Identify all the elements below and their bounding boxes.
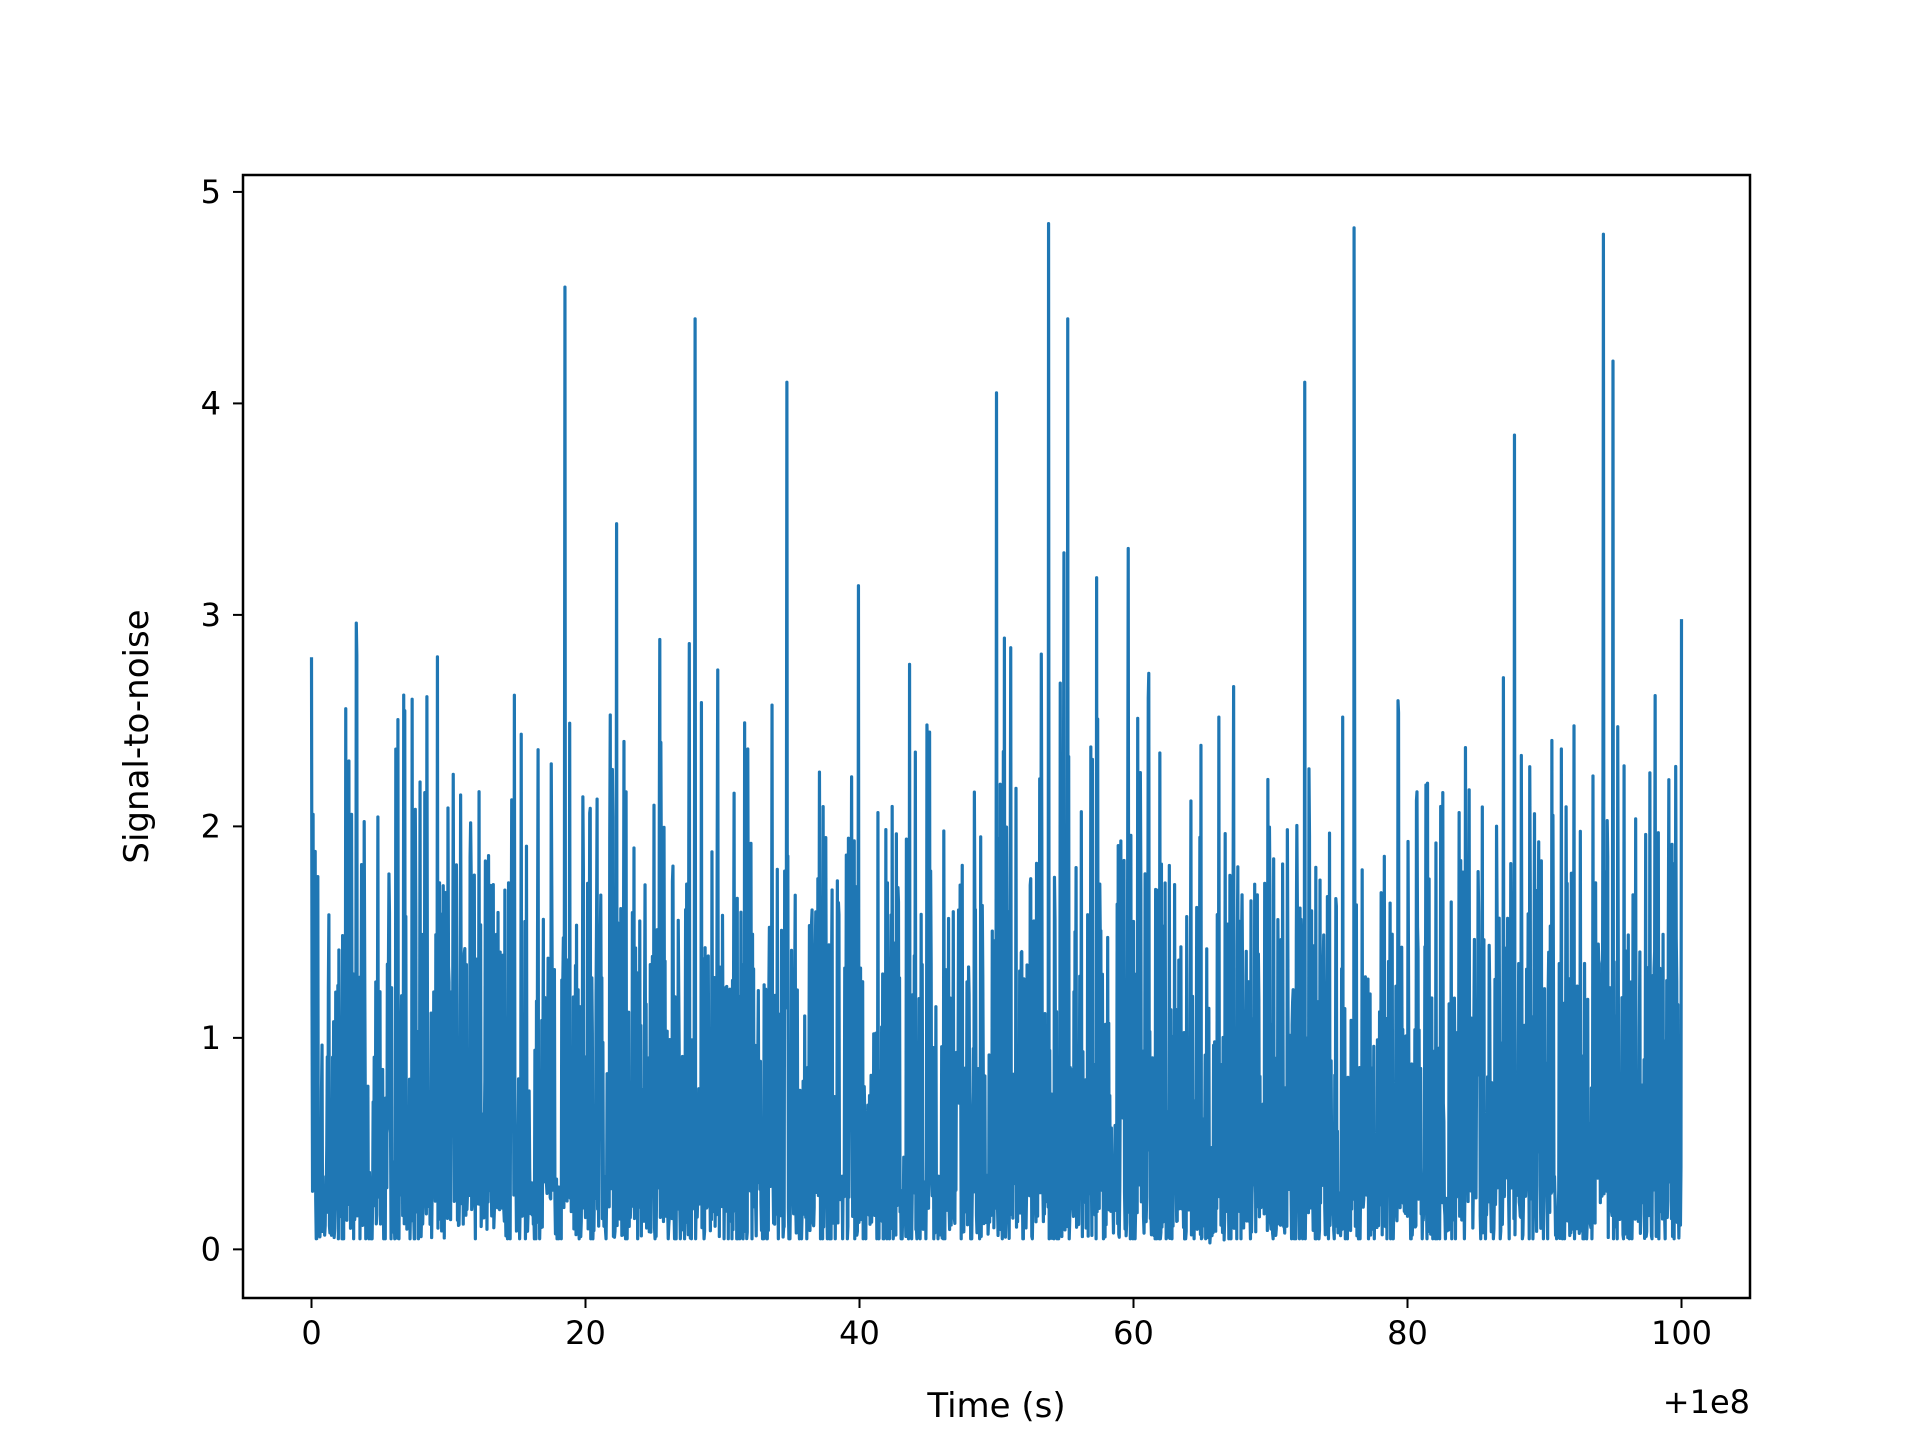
y-tick-label: 1 xyxy=(201,1019,221,1057)
x-axis-offset-label: +1e8 xyxy=(1663,1383,1750,1421)
plot-area xyxy=(309,222,1684,1245)
y-tick-label: 0 xyxy=(201,1230,221,1268)
y-tick-label: 5 xyxy=(201,173,221,211)
x-tick-label: 60 xyxy=(1113,1314,1154,1352)
y-tick-label: 3 xyxy=(201,596,221,634)
y-tick-label: 4 xyxy=(201,384,221,422)
x-tick-label: 100 xyxy=(1651,1314,1712,1352)
plot-frame xyxy=(241,173,1752,1300)
y-tick-label: 2 xyxy=(201,807,221,845)
snr-series-line xyxy=(309,222,1684,1245)
x-axis: 0 20 40 60 80 100 xyxy=(301,1298,1712,1352)
y-axis-title: Signal-to-noise xyxy=(117,609,157,863)
x-tick-label: 80 xyxy=(1387,1314,1428,1352)
x-tick-label: 20 xyxy=(565,1314,606,1352)
x-tick-label: 40 xyxy=(839,1314,880,1352)
y-axis: 0 1 2 3 4 5 xyxy=(201,173,243,1268)
x-tick-label: 0 xyxy=(301,1314,321,1352)
x-axis-title: Time (s) xyxy=(926,1386,1065,1426)
